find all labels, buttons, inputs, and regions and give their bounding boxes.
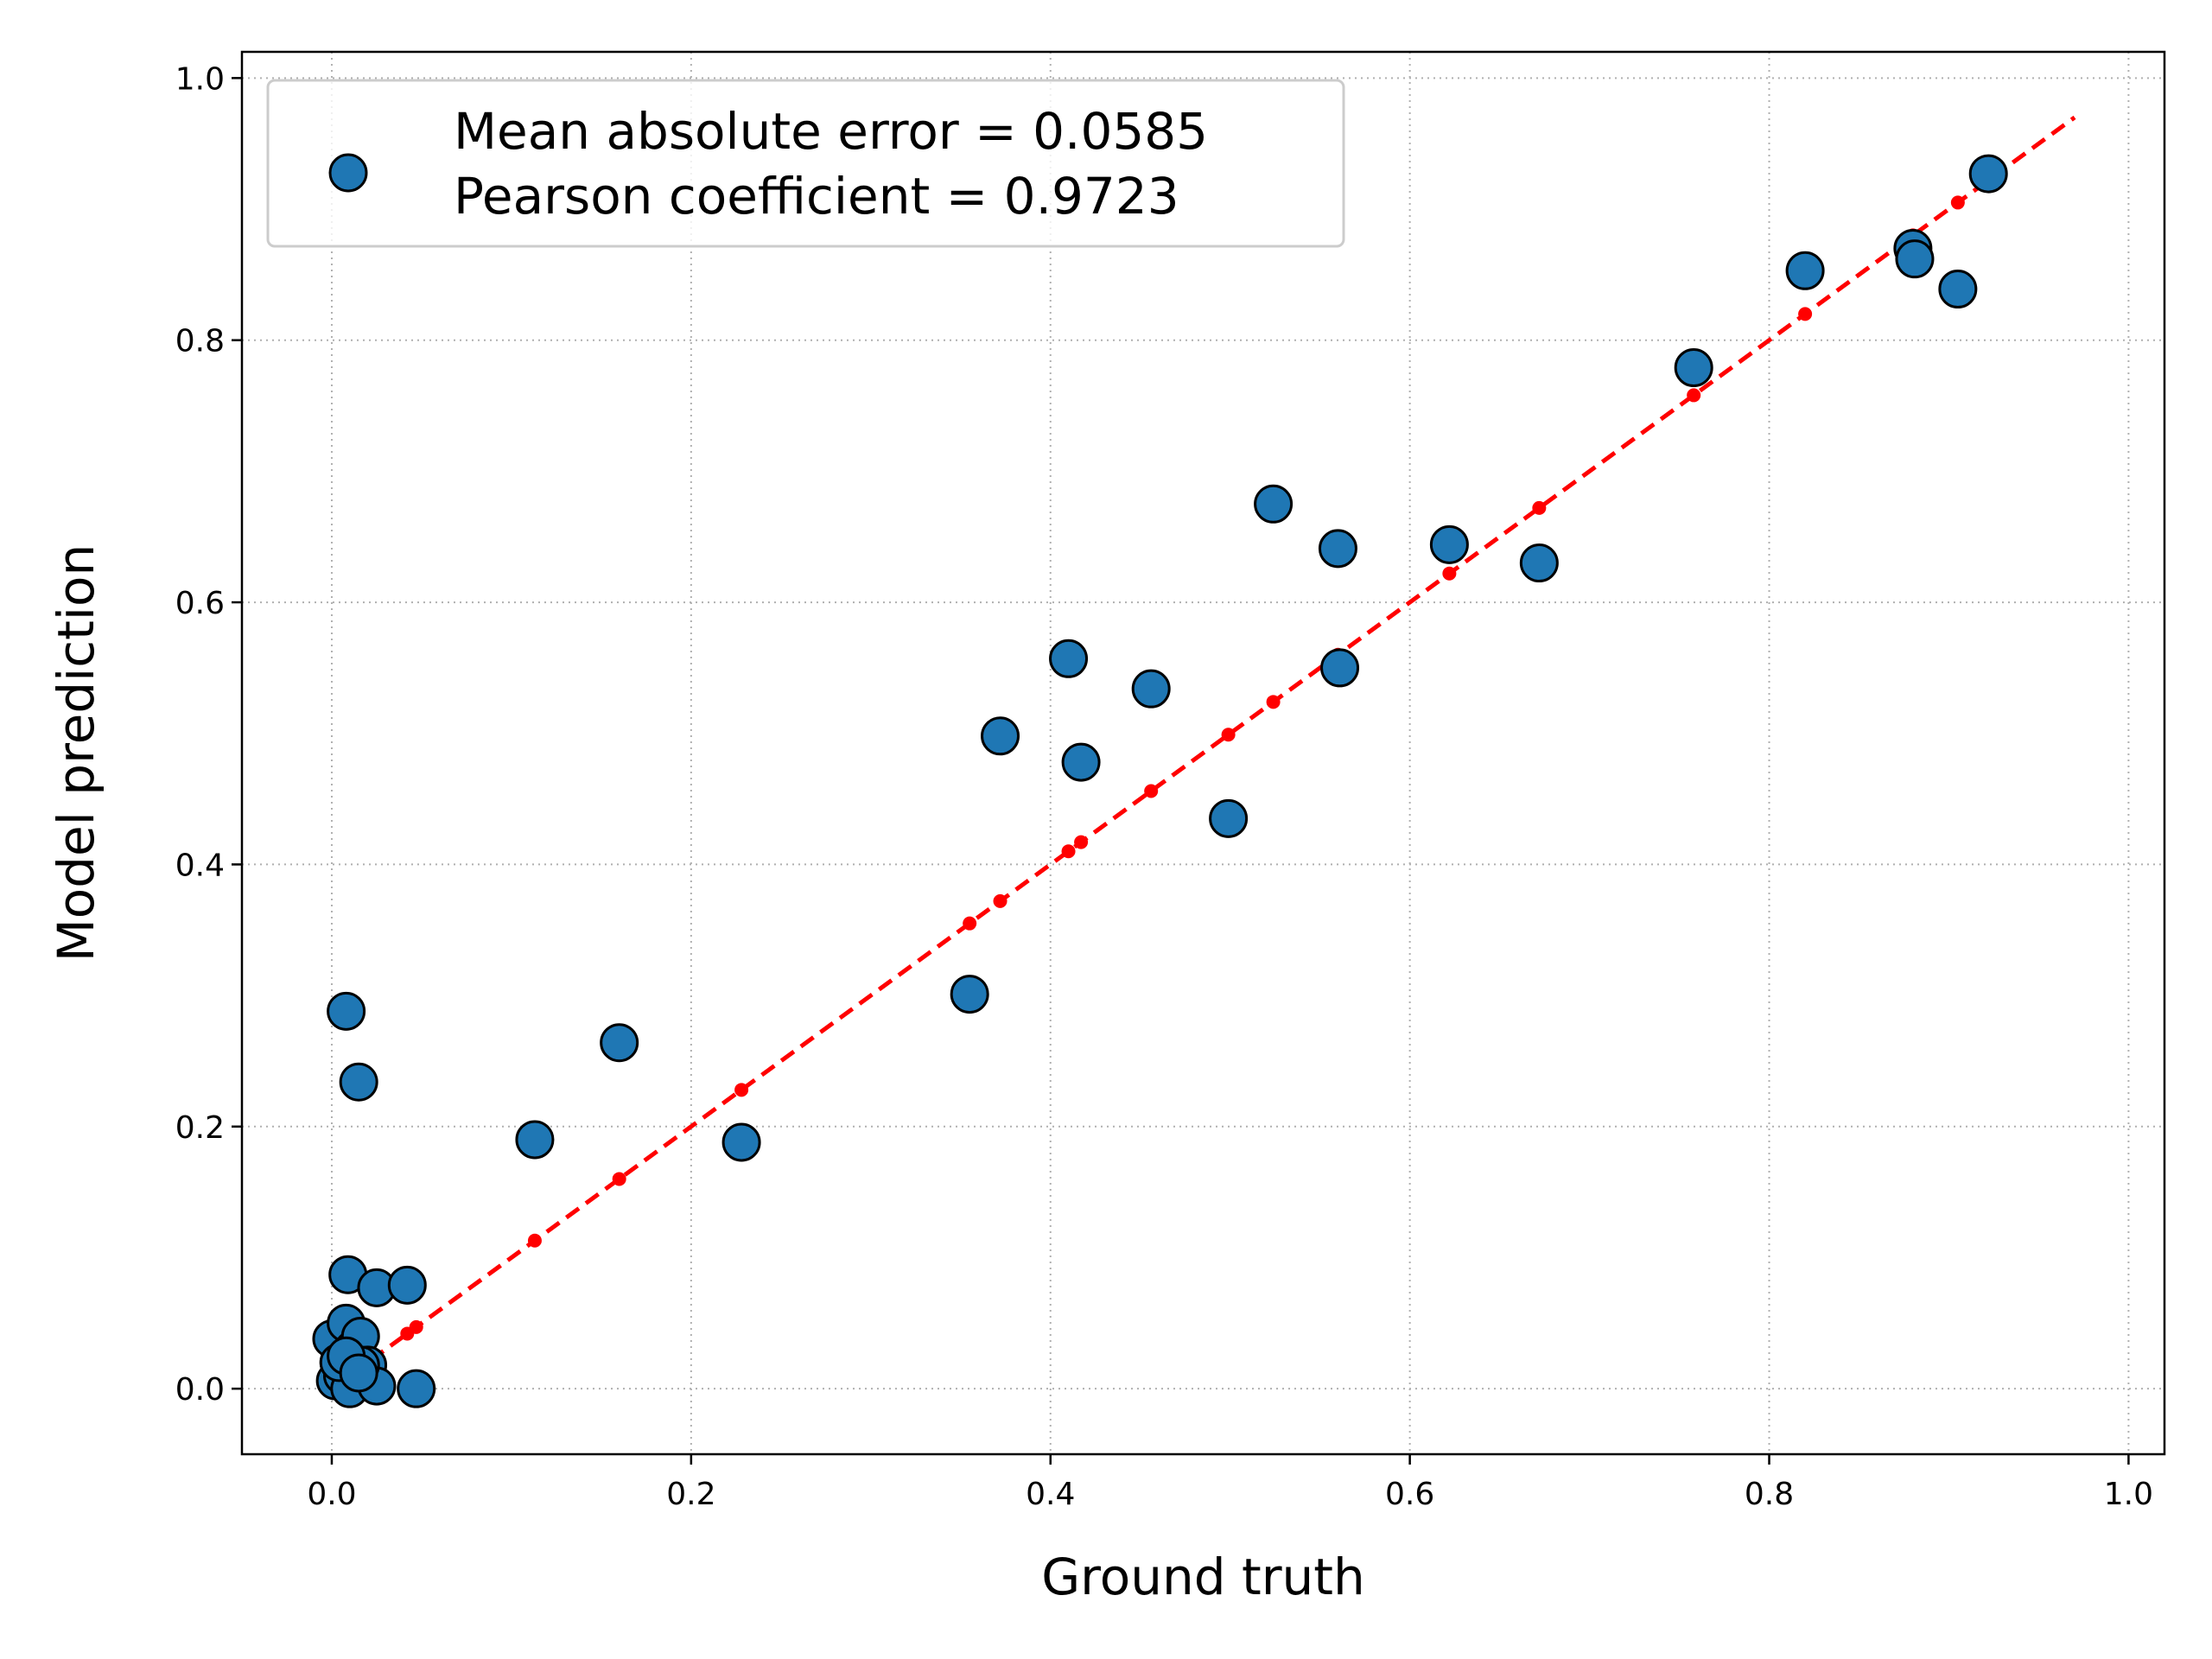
reference-line bbox=[330, 115, 2076, 1391]
scatter-point bbox=[339, 1062, 378, 1102]
scatter-point bbox=[387, 1265, 427, 1305]
scatter-point bbox=[1674, 348, 1713, 388]
x-axis-label: Ground truth bbox=[1041, 1548, 1365, 1606]
reference-marker bbox=[1687, 388, 1701, 403]
scatter-point bbox=[1895, 239, 1935, 279]
scatter-point bbox=[721, 1122, 761, 1162]
x-tick-label: 0.8 bbox=[1745, 1477, 1794, 1512]
scatter-point bbox=[1968, 154, 2008, 194]
legend: Mean absolute error = 0.0585 Pearson coe… bbox=[266, 79, 1345, 248]
reference-marker bbox=[527, 1233, 542, 1248]
reference-marker bbox=[1074, 835, 1089, 849]
reference-marker bbox=[1798, 307, 1813, 321]
legend-label-mae: Mean absolute error = 0.0585 bbox=[454, 102, 1208, 161]
y-tick-label: 1.0 bbox=[175, 61, 225, 97]
reference-marker bbox=[993, 893, 1007, 908]
scatter-point bbox=[515, 1120, 555, 1160]
scatter-point bbox=[397, 1369, 436, 1408]
reference-marker bbox=[409, 1319, 423, 1334]
y-tick-label: 0.2 bbox=[175, 1110, 225, 1146]
reference-marker bbox=[612, 1172, 626, 1186]
scatter-point bbox=[1061, 742, 1101, 782]
legend-box bbox=[266, 79, 1345, 248]
grid bbox=[242, 52, 2164, 1454]
reference-marker bbox=[1442, 566, 1457, 581]
x-tick-label: 0.6 bbox=[1385, 1477, 1434, 1512]
reference-marker bbox=[1532, 500, 1547, 515]
scatter-point bbox=[981, 716, 1020, 756]
reference-marker bbox=[1144, 784, 1159, 798]
scatter-point bbox=[1131, 669, 1171, 709]
reference-marker bbox=[1221, 728, 1236, 742]
legend-marker bbox=[328, 153, 368, 193]
y-tick-label: 0.6 bbox=[175, 586, 225, 621]
scatter-point bbox=[327, 991, 366, 1031]
reference-marker bbox=[963, 916, 977, 931]
scatter-point bbox=[950, 975, 989, 1014]
plot-frame bbox=[240, 50, 2166, 1456]
x-tick-label: 0.4 bbox=[1026, 1477, 1075, 1512]
scatter-points bbox=[312, 154, 2008, 1408]
reference-marker bbox=[1950, 195, 1965, 210]
legend-label-pearson: Pearson coefficient = 0.9723 bbox=[454, 167, 1179, 226]
scatter-point bbox=[1049, 639, 1089, 678]
scatter-point bbox=[1938, 270, 1978, 309]
scatter-point bbox=[1785, 251, 1825, 290]
x-tick-label: 0.2 bbox=[666, 1477, 715, 1512]
scatter-point bbox=[1320, 648, 1360, 688]
reference-marker bbox=[1266, 695, 1281, 709]
axis-ticks: 0.0 0.2 0.4 0.6 0.8 1.0 0.0 0.2 0.4 0.6 0.8 1.0 bbox=[175, 61, 2153, 1512]
reference-marker bbox=[1061, 844, 1076, 859]
y-tick-label: 0.4 bbox=[175, 848, 225, 883]
scatter-point bbox=[1519, 543, 1559, 583]
scatter-point bbox=[600, 1023, 639, 1063]
scatter-point bbox=[1209, 798, 1249, 838]
y-tick-label: 0.0 bbox=[175, 1372, 225, 1408]
scatter-point bbox=[339, 1353, 378, 1393]
y-axis-label: Model prediction bbox=[47, 544, 105, 963]
scatter-point bbox=[1254, 484, 1294, 524]
x-tick-label: 1.0 bbox=[2104, 1477, 2153, 1512]
scatter-point bbox=[1318, 529, 1357, 569]
y-tick-label: 0.8 bbox=[175, 324, 225, 359]
x-tick-label: 0.0 bbox=[307, 1477, 356, 1512]
scatter-point bbox=[1429, 524, 1469, 564]
reference-marker bbox=[734, 1083, 749, 1097]
